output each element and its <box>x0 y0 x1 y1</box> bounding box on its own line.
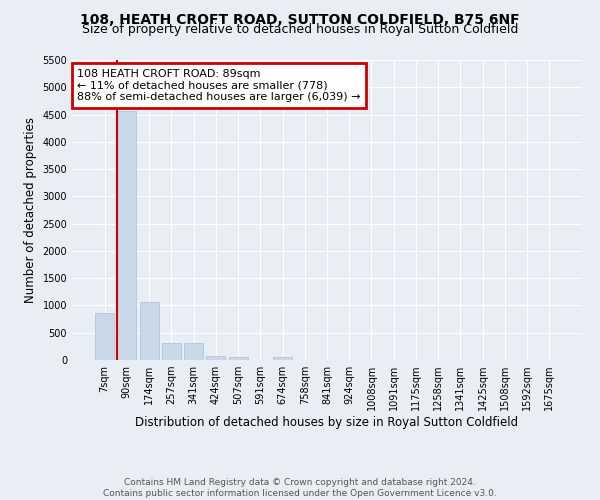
Text: Contains HM Land Registry data © Crown copyright and database right 2024.
Contai: Contains HM Land Registry data © Crown c… <box>103 478 497 498</box>
Bar <box>229 356 248 360</box>
Y-axis label: Number of detached properties: Number of detached properties <box>24 117 37 303</box>
Bar <box>206 356 225 360</box>
Bar <box>184 342 203 360</box>
X-axis label: Distribution of detached houses by size in Royal Sutton Coldfield: Distribution of detached houses by size … <box>136 416 518 429</box>
Text: 108, HEATH CROFT ROAD, SUTTON COLDFIELD, B75 6NF: 108, HEATH CROFT ROAD, SUTTON COLDFIELD,… <box>80 12 520 26</box>
Bar <box>140 302 158 360</box>
Bar <box>95 312 114 360</box>
Text: Size of property relative to detached houses in Royal Sutton Coldfield: Size of property relative to detached ho… <box>82 22 518 36</box>
Bar <box>273 356 292 360</box>
Bar <box>118 112 136 360</box>
Text: 108 HEATH CROFT ROAD: 89sqm
← 11% of detached houses are smaller (778)
88% of se: 108 HEATH CROFT ROAD: 89sqm ← 11% of det… <box>77 69 361 102</box>
Bar <box>162 342 181 360</box>
